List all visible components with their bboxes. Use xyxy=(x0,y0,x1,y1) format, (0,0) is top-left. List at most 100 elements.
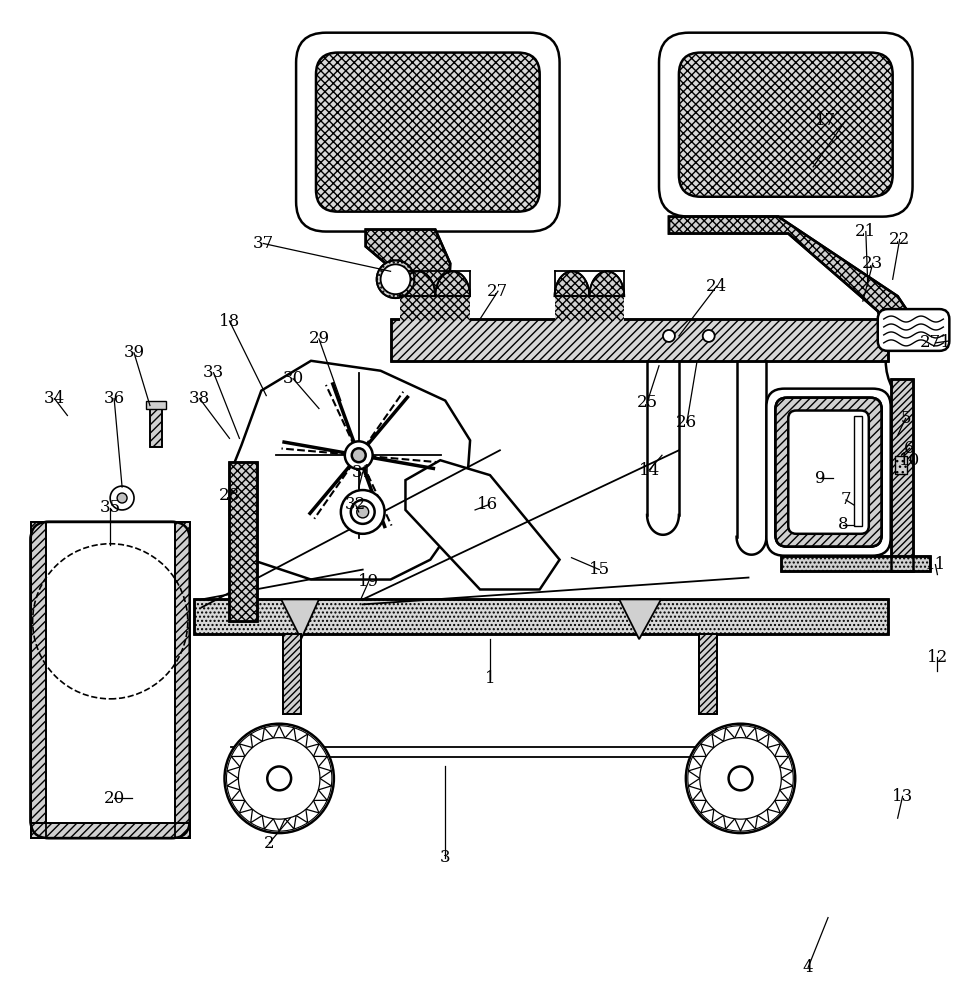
Text: 31: 31 xyxy=(352,464,374,481)
Bar xyxy=(283,634,301,714)
Bar xyxy=(175,522,190,838)
Bar xyxy=(230,462,257,621)
Text: 23: 23 xyxy=(862,255,883,272)
Polygon shape xyxy=(401,271,435,296)
Bar xyxy=(854,416,862,526)
Circle shape xyxy=(268,766,291,790)
Circle shape xyxy=(663,330,675,342)
Bar xyxy=(283,634,301,714)
FancyBboxPatch shape xyxy=(767,389,890,556)
Circle shape xyxy=(110,486,134,510)
Text: 271: 271 xyxy=(919,334,952,351)
Text: 1: 1 xyxy=(485,670,495,687)
Text: 5: 5 xyxy=(900,410,911,427)
Text: 25: 25 xyxy=(636,394,658,411)
Bar xyxy=(146,401,165,409)
Circle shape xyxy=(344,441,373,469)
Polygon shape xyxy=(619,599,661,639)
FancyBboxPatch shape xyxy=(878,309,950,351)
Text: 28: 28 xyxy=(219,487,240,504)
Circle shape xyxy=(703,330,715,342)
Text: 11: 11 xyxy=(924,556,946,573)
Text: 12: 12 xyxy=(927,649,948,666)
Text: 26: 26 xyxy=(676,414,698,431)
Bar xyxy=(781,556,930,571)
Circle shape xyxy=(377,260,414,298)
Text: 24: 24 xyxy=(706,278,727,295)
Bar xyxy=(194,599,887,634)
Text: 22: 22 xyxy=(889,231,911,248)
Circle shape xyxy=(341,490,384,534)
Polygon shape xyxy=(281,599,319,639)
Text: 13: 13 xyxy=(892,788,914,805)
Circle shape xyxy=(380,264,411,294)
Text: 30: 30 xyxy=(282,370,304,387)
FancyBboxPatch shape xyxy=(659,33,913,217)
Text: 36: 36 xyxy=(103,390,125,407)
FancyBboxPatch shape xyxy=(296,33,559,232)
Text: 9: 9 xyxy=(814,470,825,487)
Text: 37: 37 xyxy=(253,235,274,252)
FancyBboxPatch shape xyxy=(679,53,892,197)
Bar xyxy=(699,634,717,714)
Bar xyxy=(30,522,46,838)
Bar xyxy=(194,599,887,634)
Text: 33: 33 xyxy=(203,364,224,381)
Polygon shape xyxy=(555,271,590,296)
Text: 18: 18 xyxy=(219,313,240,330)
Circle shape xyxy=(238,738,320,819)
Text: 39: 39 xyxy=(124,344,145,361)
Bar xyxy=(555,296,625,321)
Bar xyxy=(230,462,257,621)
Polygon shape xyxy=(366,230,450,316)
Bar xyxy=(30,823,190,838)
FancyBboxPatch shape xyxy=(316,53,540,212)
Circle shape xyxy=(117,493,127,503)
Text: 16: 16 xyxy=(478,496,498,513)
Text: 2: 2 xyxy=(264,835,274,852)
Text: 3: 3 xyxy=(440,849,450,866)
Bar xyxy=(30,823,190,838)
Circle shape xyxy=(352,448,366,462)
Bar xyxy=(894,456,907,474)
Text: 19: 19 xyxy=(358,573,379,590)
Text: 21: 21 xyxy=(855,223,877,240)
Circle shape xyxy=(357,506,369,518)
Text: 32: 32 xyxy=(345,496,367,513)
Text: 20: 20 xyxy=(103,790,125,807)
Text: 6: 6 xyxy=(904,440,915,457)
Circle shape xyxy=(227,726,332,831)
Bar xyxy=(150,406,162,447)
Polygon shape xyxy=(232,361,470,580)
Text: 17: 17 xyxy=(815,112,837,129)
Circle shape xyxy=(351,500,375,524)
Circle shape xyxy=(729,766,752,790)
FancyBboxPatch shape xyxy=(788,411,869,534)
FancyBboxPatch shape xyxy=(775,398,882,547)
Text: 14: 14 xyxy=(638,462,660,479)
Text: 4: 4 xyxy=(803,959,813,976)
Circle shape xyxy=(700,738,781,819)
Text: 34: 34 xyxy=(44,390,65,407)
Bar xyxy=(175,522,190,838)
Bar xyxy=(890,379,913,571)
Bar xyxy=(699,634,717,714)
Polygon shape xyxy=(406,460,559,589)
Text: 38: 38 xyxy=(189,390,210,407)
FancyBboxPatch shape xyxy=(30,522,190,838)
Circle shape xyxy=(686,724,795,833)
Polygon shape xyxy=(669,217,908,336)
Text: 10: 10 xyxy=(899,452,920,469)
Bar xyxy=(401,296,470,321)
Bar xyxy=(390,319,887,361)
Text: 35: 35 xyxy=(99,499,121,516)
Text: 7: 7 xyxy=(841,491,851,508)
Text: 8: 8 xyxy=(838,516,848,533)
Bar xyxy=(890,379,913,571)
Bar xyxy=(30,522,46,838)
Text: 15: 15 xyxy=(589,561,610,578)
Circle shape xyxy=(688,726,793,831)
Bar xyxy=(390,319,887,361)
Bar xyxy=(781,556,930,571)
Polygon shape xyxy=(590,271,625,296)
